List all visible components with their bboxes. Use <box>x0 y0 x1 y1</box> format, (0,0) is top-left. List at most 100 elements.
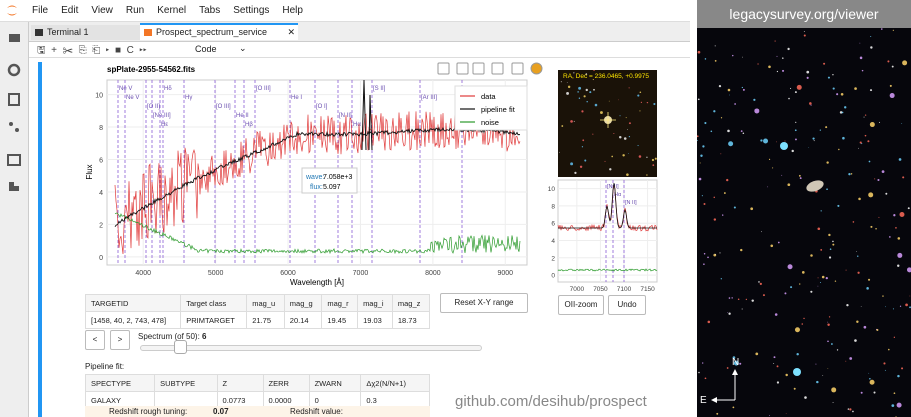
plot-tool[interactable] <box>511 62 524 75</box>
menu-item[interactable]: Tabs <box>199 5 221 16</box>
star <box>817 227 821 231</box>
star <box>584 159 587 162</box>
slider-track[interactable] <box>140 345 482 351</box>
jupyter-logo <box>7 5 17 16</box>
menu-item[interactable]: File <box>32 5 49 16</box>
star <box>846 303 849 307</box>
star <box>801 323 804 325</box>
spectrum-index: 6 <box>202 332 207 341</box>
zoom-button[interactable]: OII-zoom <box>558 295 604 315</box>
star <box>776 365 779 368</box>
plot-tool[interactable] <box>437 62 450 75</box>
star <box>880 28 883 30</box>
star <box>850 173 853 175</box>
rough-label: Redshift rough tuning: <box>109 407 188 416</box>
star <box>832 243 835 246</box>
cell-type[interactable]: Code <box>195 44 217 54</box>
crosshair <box>600 112 616 128</box>
star <box>793 387 796 390</box>
star <box>795 121 797 123</box>
star <box>856 320 859 324</box>
slider-handle[interactable] <box>174 340 187 354</box>
plot-tool[interactable] <box>456 62 469 75</box>
star <box>710 130 713 133</box>
rough-value: 0.07 <box>213 407 229 416</box>
menu-item[interactable]: View <box>91 5 113 16</box>
star <box>870 225 873 228</box>
table-cell: 20.14 <box>283 311 323 329</box>
star <box>702 362 704 364</box>
star <box>870 46 873 49</box>
star <box>868 192 874 198</box>
star <box>803 317 805 320</box>
star <box>838 148 840 151</box>
reset-button[interactable]: Reset X-Y range <box>440 293 528 313</box>
y-tick-label: 10 <box>548 186 556 193</box>
star <box>566 91 569 95</box>
star <box>787 264 793 270</box>
star <box>640 101 643 103</box>
star <box>767 186 769 188</box>
star <box>768 158 771 161</box>
y-tick-label: 8 <box>99 125 103 132</box>
next-button[interactable]: > <box>110 330 130 350</box>
prev-button[interactable]: < <box>85 330 105 350</box>
star <box>787 183 791 187</box>
star <box>609 168 612 171</box>
star <box>719 252 721 254</box>
star <box>741 86 743 89</box>
table-cell: mag_g <box>283 294 323 312</box>
star <box>828 256 832 259</box>
zoom-noise <box>557 268 658 272</box>
tab[interactable]: Prospect_spectrum_service ✕ <box>140 23 298 40</box>
sky-header: legacysurvey.org/viewer <box>697 0 911 28</box>
star <box>899 305 902 307</box>
star <box>776 141 777 143</box>
star <box>716 412 719 415</box>
star <box>722 214 724 216</box>
menu-item[interactable]: Settings <box>233 5 270 16</box>
tooltip-wave: 7.058e+3 <box>323 174 352 181</box>
star <box>776 381 780 384</box>
star <box>808 147 810 148</box>
star <box>801 271 805 274</box>
table-cell: TARGETID <box>84 294 182 312</box>
star <box>762 294 765 297</box>
star <box>825 276 828 280</box>
sky-panel: legacysurvey.org/viewer N E <box>697 0 911 417</box>
star <box>626 173 629 176</box>
y-axis-label: Flux <box>85 164 94 179</box>
table-cell: Δχ2(N/N+1) <box>360 374 430 392</box>
star <box>586 100 588 103</box>
star <box>794 129 797 132</box>
star <box>849 408 852 411</box>
menu-item[interactable]: Run <box>125 5 145 16</box>
menu-item[interactable]: Kernel <box>157 5 187 16</box>
table-cell: mag_i <box>357 294 393 312</box>
star <box>876 329 879 332</box>
plot-tool[interactable] <box>491 62 504 75</box>
undo-button[interactable]: Undo <box>608 295 646 315</box>
plot-tool[interactable] <box>472 62 485 75</box>
star <box>810 104 812 106</box>
line-label: Hγ <box>185 95 192 101</box>
star <box>768 65 771 69</box>
star <box>847 408 850 410</box>
star <box>832 240 834 243</box>
star <box>905 303 908 307</box>
star <box>583 95 586 98</box>
star <box>899 211 905 217</box>
star <box>885 192 888 195</box>
star <box>866 287 869 290</box>
star <box>858 197 861 201</box>
star <box>858 147 859 149</box>
menu-item[interactable]: Help <box>282 5 303 16</box>
plot-tool[interactable] <box>530 62 543 75</box>
menu-item[interactable]: Edit <box>61 5 79 16</box>
fit-curve <box>114 126 521 227</box>
star <box>897 237 901 240</box>
star <box>714 59 717 62</box>
star <box>854 339 857 342</box>
star <box>896 402 902 408</box>
table-cell: mag_z <box>391 294 431 312</box>
